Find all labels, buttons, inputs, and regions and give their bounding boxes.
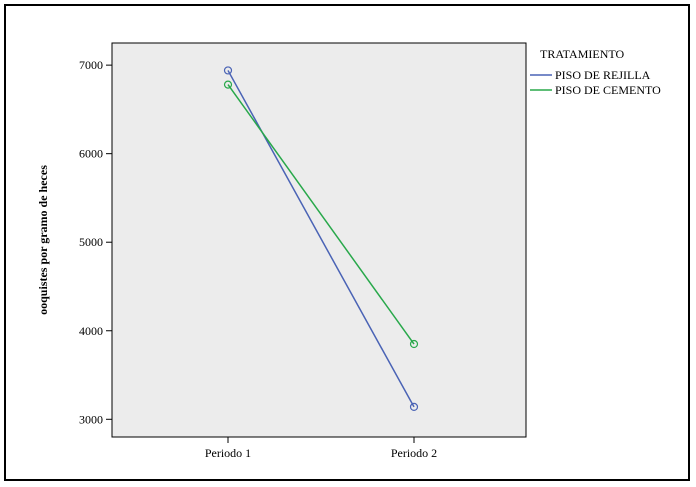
- legend-label: PISO DE CEMENTO: [555, 83, 661, 97]
- legend-title: TRATAMIENTO: [540, 47, 624, 61]
- data-point: [409, 339, 419, 349]
- tick-layer: 3000 4000 5000 6000 7000 Periodo 1 Periodo 2: [79, 58, 437, 460]
- data-point: [409, 402, 419, 411]
- series-layer: [223, 66, 419, 411]
- legend-label: PISO DE REJILLA: [555, 68, 651, 82]
- y-tick-label: 7000: [79, 58, 103, 72]
- data-point: [223, 66, 233, 75]
- x-tick-label: Periodo 2: [391, 446, 437, 460]
- y-tick-label: 5000: [79, 235, 103, 249]
- series-line: [227, 84, 415, 345]
- x-tick-label: Periodo 1: [205, 446, 251, 460]
- data-point: [223, 80, 233, 89]
- y-tick-label: 6000: [79, 147, 103, 161]
- y-tick-label: 3000: [79, 412, 103, 426]
- y-tick-label: 4000: [79, 324, 103, 338]
- series-line: [227, 70, 415, 408]
- plot-area: [111, 42, 527, 438]
- y-axis-title: ooquistes por gramo de heces: [36, 165, 50, 315]
